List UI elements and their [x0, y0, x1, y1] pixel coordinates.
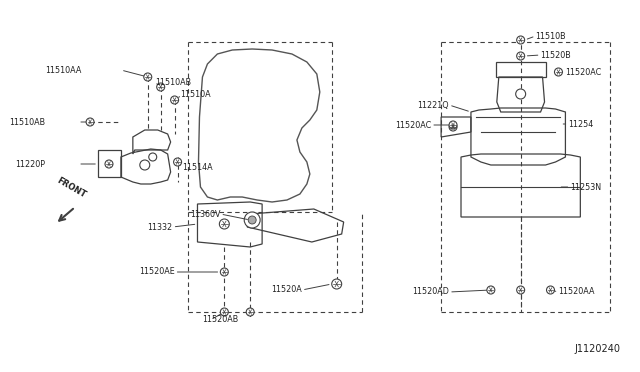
Circle shape — [244, 212, 260, 228]
Text: 11520AA: 11520AA — [559, 288, 595, 296]
Circle shape — [144, 73, 152, 81]
Circle shape — [516, 286, 525, 294]
Text: 11254: 11254 — [568, 119, 594, 128]
Text: 11510AA: 11510AA — [45, 65, 81, 74]
Text: 11520AB: 11520AB — [202, 315, 239, 324]
Text: 11221Q: 11221Q — [417, 100, 449, 109]
Circle shape — [554, 68, 563, 76]
Text: 11510A: 11510A — [180, 90, 211, 99]
Circle shape — [449, 121, 457, 129]
Text: 11360V: 11360V — [190, 209, 220, 218]
Text: 11520B: 11520B — [541, 51, 572, 60]
Text: 11520AE: 11520AE — [139, 267, 175, 276]
Circle shape — [248, 216, 256, 224]
Circle shape — [516, 89, 525, 99]
Circle shape — [105, 160, 113, 168]
Circle shape — [86, 118, 94, 126]
Text: 11514A: 11514A — [182, 163, 213, 171]
Text: 11510B: 11510B — [536, 32, 566, 41]
Circle shape — [449, 123, 457, 131]
Circle shape — [487, 286, 495, 294]
Circle shape — [547, 286, 554, 294]
Circle shape — [173, 158, 182, 166]
Text: 11520AC: 11520AC — [395, 121, 431, 129]
Text: 11510AB: 11510AB — [9, 118, 45, 126]
Circle shape — [220, 268, 228, 276]
Circle shape — [171, 96, 179, 104]
Text: 11332: 11332 — [147, 222, 173, 231]
Circle shape — [516, 52, 525, 60]
Circle shape — [140, 160, 150, 170]
Circle shape — [246, 308, 254, 316]
Text: 11520AC: 11520AC — [565, 67, 602, 77]
Circle shape — [516, 36, 525, 44]
Text: 11510AB: 11510AB — [155, 77, 191, 87]
Text: J1120240: J1120240 — [574, 344, 620, 354]
Circle shape — [220, 308, 228, 316]
Circle shape — [157, 83, 164, 91]
Circle shape — [220, 219, 229, 229]
Circle shape — [332, 279, 342, 289]
Text: 11520A: 11520A — [271, 285, 302, 295]
Text: 11520AD: 11520AD — [412, 288, 449, 296]
Circle shape — [148, 153, 157, 161]
Text: 11253N: 11253N — [570, 183, 602, 192]
Text: 11220P: 11220P — [15, 160, 45, 169]
Text: FRONT: FRONT — [55, 176, 87, 200]
